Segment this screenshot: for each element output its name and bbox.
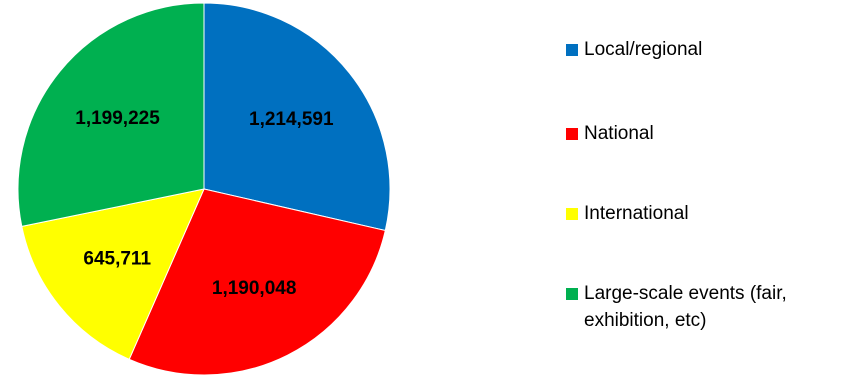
data-label-large-scale-events: 1,199,225 <box>75 108 160 129</box>
legend-label-national: National <box>584 123 654 144</box>
legend-item-international: International <box>566 200 854 227</box>
pie-slice-large-scale-events <box>17 2 205 227</box>
data-label-national: 1,190,048 <box>212 278 297 299</box>
data-label-local-regional: 1,214,591 <box>249 109 334 130</box>
data-label-international: 645,711 <box>83 249 151 270</box>
legend-item-large-scale-events: Large-scale events (fair, exhibition, et… <box>566 280 854 334</box>
pie-slice-national <box>128 188 386 376</box>
legend-swatch-international <box>566 208 578 220</box>
legend-swatch-large-scale-events <box>566 288 578 300</box>
legend-item-local-regional: Local/regional <box>566 36 854 63</box>
pie-data-labels: 1,214,591 1,190,048 645,711 1,199,225 <box>75 108 334 299</box>
legend-swatch-national <box>566 128 578 140</box>
legend-swatch-local-regional <box>566 44 578 56</box>
pie-slice-local-regional <box>203 2 391 232</box>
legend-label-international: International <box>584 203 689 224</box>
legend-item-national: National <box>566 120 854 147</box>
pie-slice-international <box>21 188 205 360</box>
legend-label-local-regional: Local/regional <box>584 39 703 60</box>
pie-slices <box>17 2 391 376</box>
legend-label-large-scale-events: Large-scale events (fair, exhibition, et… <box>584 283 787 331</box>
